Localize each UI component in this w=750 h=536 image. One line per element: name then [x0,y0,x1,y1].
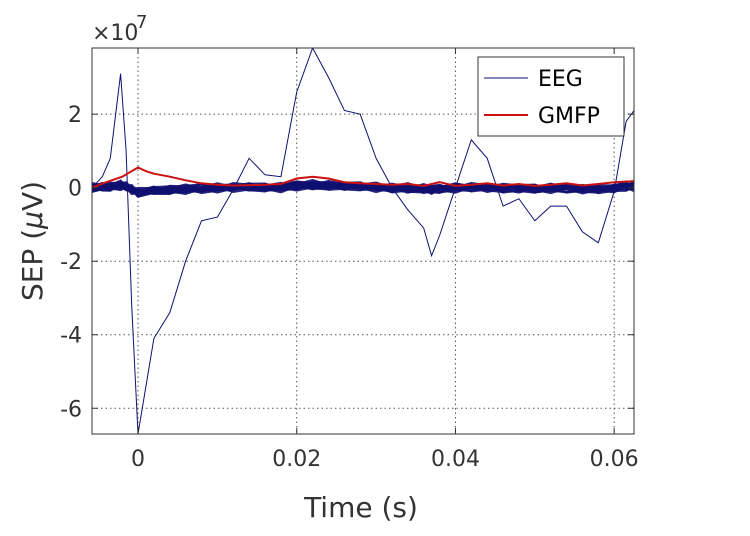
y-axis-label-head: SEP ( [16,229,49,301]
tick-layer [92,48,634,434]
x-tick-label: 0.04 [431,447,480,472]
y-axis-label-mu: μ [16,211,49,230]
x-tick-label: 0 [131,447,145,472]
x-tick-label: 0.06 [590,447,639,472]
eeg-channel-band-line [92,178,634,195]
legend: EEG GMFP [477,56,625,137]
y-exponent-power: 7 [136,12,147,33]
legend-label-eeg: EEG [538,67,583,92]
y-tick-label: 2 [68,103,82,128]
y-tick-label: 0 [68,177,82,202]
x-axis-label: Time (s) [303,491,418,524]
series-clip-group [92,48,634,434]
series-line-eeg [92,48,634,434]
plot-frame [91,47,635,435]
y-tick-label: -6 [60,397,82,422]
y-tick-label: -4 [60,324,82,349]
eeg-channel-band-line [92,180,634,198]
y-axis-label-tail: V) [16,181,49,211]
series-layer [92,48,634,434]
y-exponent-base: ×10 [92,21,138,46]
y-axis-label: SEP (μV) [16,181,49,301]
legend-box [477,56,625,137]
series-line-gmfp [92,166,634,189]
x-tick-label: 0.02 [272,447,321,472]
y-tick-label: -2 [60,250,82,275]
tick-label-layer: 0 0.02 0.04 0.06 -6 -4 -2 0 2 [60,103,639,472]
legend-label-gmfp: GMFP [538,104,600,129]
